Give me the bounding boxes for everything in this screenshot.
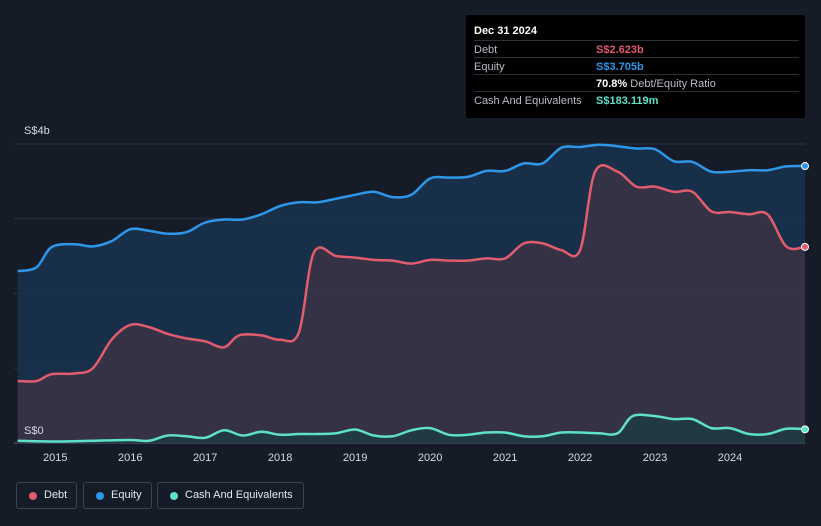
legend-cash-dot	[170, 492, 178, 500]
cash-and-equivalents-line	[17, 413, 806, 443]
y-tick-label-zero: S$0	[24, 425, 44, 437]
legend-cash[interactable]: Cash And Equivalents	[157, 482, 304, 509]
legend-debt-label: Debt	[44, 489, 68, 501]
x-tick-label-2017: 2017	[193, 452, 217, 464]
x-tick-label-2016: 2016	[118, 452, 142, 464]
x-tick-label-2019: 2019	[343, 452, 367, 464]
series-endpoints	[801, 162, 809, 434]
tooltip-date: Dec 31 2024	[474, 25, 537, 37]
tooltip-debt-label: Debt	[474, 44, 498, 56]
tooltip-ratio-label: Debt/Equity Ratio	[630, 78, 716, 90]
debt-line	[17, 164, 806, 383]
x-tick-label-2024: 2024	[718, 452, 742, 464]
equity-endpoint	[801, 162, 809, 171]
x-tick-label-2018: 2018	[268, 452, 292, 464]
legend-equity-dot	[96, 492, 104, 500]
y-tick-label-top: S$4b	[24, 125, 50, 137]
tooltip-cash-value: S$183.119m	[596, 95, 659, 107]
debt-endpoint	[801, 242, 809, 251]
series-areas	[17, 144, 805, 443]
debt-area	[17, 165, 805, 443]
tooltip-equity-label: Equity	[474, 61, 505, 73]
legend-debt[interactable]: Debt	[16, 482, 77, 509]
legend-debt-dot	[29, 492, 37, 500]
series-lines	[17, 143, 806, 443]
x-tick-label-2021: 2021	[493, 452, 517, 464]
tooltip-debt-value: S$2.623b	[596, 44, 644, 56]
legend-equity-label: Equity	[111, 489, 142, 501]
tooltip-row-debt: Debt S$2.623b	[474, 40, 799, 58]
legend-equity[interactable]: Equity	[83, 482, 152, 509]
x-tick-label-2022: 2022	[568, 452, 592, 464]
tooltip-equity-value: S$3.705b	[596, 61, 644, 73]
tooltip-row-equity: Equity S$3.705b	[474, 57, 799, 75]
x-tick-label-2020: 2020	[418, 452, 442, 464]
tooltip-ratio-value: 70.8%	[596, 78, 628, 90]
tooltip-cash-label: Cash And Equivalents	[474, 95, 582, 107]
cash-and-equivalents-area	[17, 414, 805, 443]
cash-and-equivalents-endpoint	[801, 425, 809, 434]
legend-cash-label: Cash And Equivalents	[185, 489, 293, 501]
equity-line	[17, 143, 806, 273]
tooltip-row-cash: Cash And Equivalents S$183.119m	[474, 91, 799, 109]
tooltip-ratio: 70.8% Debt/Equity Ratio	[596, 78, 716, 90]
x-tick-label-2023: 2023	[643, 452, 667, 464]
data-tooltip: Dec 31 2024 Debt S$2.623b Equity S$3.705…	[466, 15, 805, 118]
tooltip-row-ratio: 70.8% Debt/Equity Ratio	[474, 74, 799, 92]
x-axis: 2015 2016 2017 2018 2019 2020 2021 2022 2023 2024	[43, 452, 742, 464]
x-tick-label-2015: 2015	[43, 452, 67, 464]
